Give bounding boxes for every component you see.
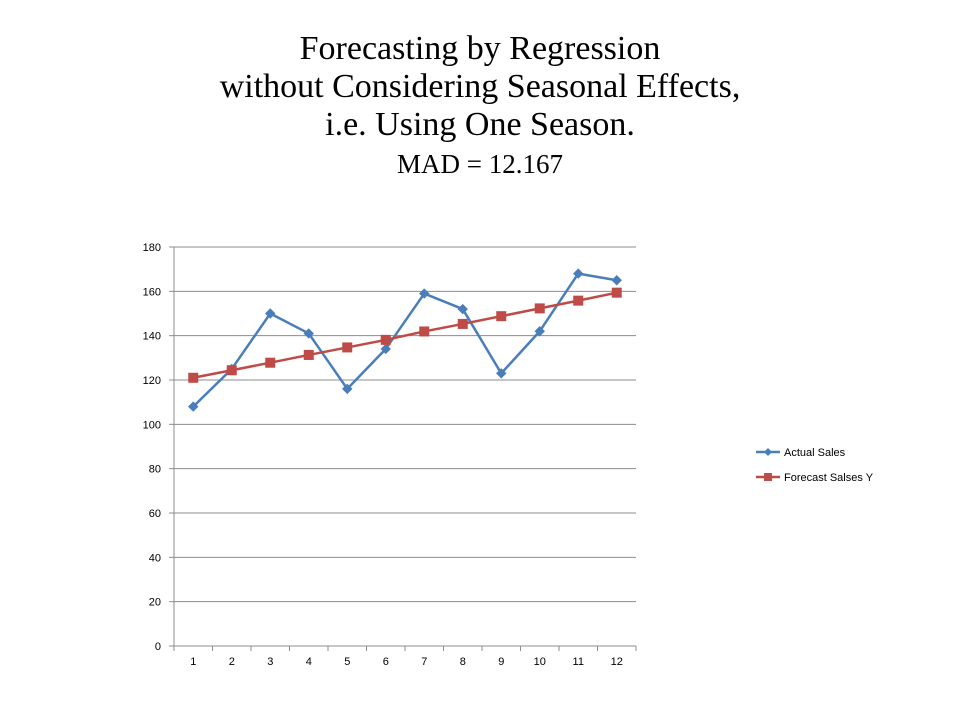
legend: Actual Sales Forecast Salses Y xyxy=(756,447,874,484)
x-tick-label-12: 12 xyxy=(611,656,623,668)
legend-label: Actual Sales xyxy=(784,447,846,459)
data-point xyxy=(188,401,199,412)
legend-marker xyxy=(764,473,772,481)
x-tick-label-8: 8 xyxy=(460,656,466,668)
data-point xyxy=(573,295,584,306)
data-point xyxy=(265,308,276,319)
legend-entry-1: Actual Sales xyxy=(756,447,846,459)
x-tick-label-5: 5 xyxy=(344,656,350,668)
data-point xyxy=(611,275,622,286)
mad-subtitle: MAD = 12.167 xyxy=(397,149,563,179)
series-layer xyxy=(188,268,622,412)
x-tick-label-2: 2 xyxy=(229,656,235,668)
data-point xyxy=(188,372,199,383)
title-line-1: Forecasting by Regression xyxy=(299,30,661,67)
title-line-3: i.e. Using One Season. xyxy=(325,106,635,143)
y-axis-ticks: 0 20 40 60 80 100 120 140 160 180 xyxy=(143,242,174,653)
x-tick-label-9: 9 xyxy=(498,656,504,668)
x-tick-label-3: 3 xyxy=(267,656,273,668)
x-axis-ticks: 1 2 3 4 5 6 7 8 9 10 11 12 xyxy=(173,646,637,668)
data-point xyxy=(419,326,430,337)
legend-marker xyxy=(764,448,772,456)
x-tick-label-4: 4 xyxy=(306,656,312,668)
x-tick-label-7: 7 xyxy=(421,656,427,668)
y-tick-label-120: 120 xyxy=(143,375,161,387)
series-line xyxy=(193,291,618,380)
gridlines xyxy=(174,246,636,603)
series-line xyxy=(192,272,617,408)
legend-entry-2: Forecast Salses Y xyxy=(756,472,874,484)
data-point xyxy=(611,287,622,298)
y-tick-label-140: 140 xyxy=(143,331,161,343)
x-tick-label-6: 6 xyxy=(383,656,389,668)
data-point xyxy=(534,303,545,314)
x-tick-label-10: 10 xyxy=(534,656,546,668)
y-tick-label-60: 60 xyxy=(149,508,161,520)
data-point xyxy=(265,357,276,368)
data-point xyxy=(457,318,468,329)
series-2 xyxy=(188,287,622,383)
data-point xyxy=(303,328,314,339)
data-point xyxy=(226,365,237,376)
y-tick-label-100: 100 xyxy=(143,419,161,431)
data-point xyxy=(342,342,353,353)
y-tick-label-80: 80 xyxy=(149,464,161,476)
legend-label: Forecast Salses Y xyxy=(784,472,874,484)
data-point xyxy=(303,349,314,360)
y-tick-label-20: 20 xyxy=(149,597,161,609)
data-point xyxy=(496,311,507,322)
y-tick-label-0: 0 xyxy=(155,641,161,653)
slide-title-block: Forecasting by Regression without Consid… xyxy=(0,30,960,180)
data-point xyxy=(380,343,391,355)
y-tick-label-40: 40 xyxy=(149,552,161,564)
data-point xyxy=(496,368,507,379)
x-tick-label-11: 11 xyxy=(573,656,584,668)
data-point xyxy=(342,383,353,395)
data-point xyxy=(573,268,584,279)
y-tick-label-160: 160 xyxy=(143,286,161,298)
data-point xyxy=(457,303,468,315)
series-1 xyxy=(188,268,622,412)
data-point xyxy=(380,334,391,345)
title-line-2: without Considering Seasonal Effects, xyxy=(219,68,741,105)
data-point xyxy=(534,326,545,337)
x-tick-label-1: 1 xyxy=(190,656,196,668)
data-point xyxy=(419,288,430,299)
y-tick-label-180: 180 xyxy=(143,242,161,254)
axes xyxy=(173,247,636,647)
